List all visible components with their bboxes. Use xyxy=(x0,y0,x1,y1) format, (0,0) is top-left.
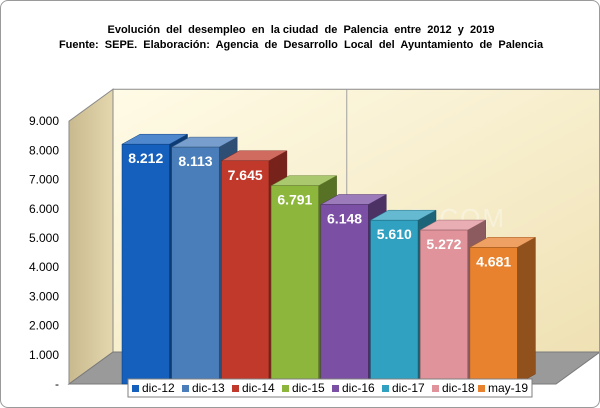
bar-side xyxy=(517,236,536,385)
legend-swatch xyxy=(282,385,289,392)
legend-label: dic-13 xyxy=(192,381,225,395)
y-tick-label: 1.000 xyxy=(29,348,59,362)
chart-title: Evolución del desempleo en la ciudad de … xyxy=(107,24,495,36)
data-label: 6.148 xyxy=(327,210,362,226)
legend-label: dic-15 xyxy=(292,381,325,395)
y-tick-label: 8.000 xyxy=(29,143,59,157)
legend-item: dic-18 xyxy=(432,381,475,395)
data-label: 4.681 xyxy=(476,253,511,269)
y-tick-label: 3.000 xyxy=(29,289,59,303)
legend-item: dic-17 xyxy=(382,381,425,395)
legend-swatch xyxy=(478,385,485,392)
side-wall xyxy=(68,88,114,385)
legend-label: dic-12 xyxy=(142,381,175,395)
bar-front xyxy=(270,185,319,385)
y-tick-label: 2.000 xyxy=(29,319,59,333)
y-tick-label: 6.000 xyxy=(29,202,59,216)
data-label: 7.645 xyxy=(228,167,263,183)
bar-front xyxy=(221,160,270,385)
legend-item: may-19 xyxy=(478,381,528,395)
legend-label: dic-18 xyxy=(442,381,475,395)
legend-label: dic-16 xyxy=(342,381,375,395)
data-label: 6.791 xyxy=(277,192,312,208)
legend-swatch xyxy=(182,385,189,392)
chart-subtitle: Fuente: SEPE. Elaboración: Agencia de De… xyxy=(58,39,544,51)
legend-label: dic-17 xyxy=(392,381,425,395)
legend-swatch xyxy=(332,385,339,392)
y-tick-label: 9.000 xyxy=(29,114,59,128)
legend-item: dic-12 xyxy=(132,381,175,395)
legend-label: may-19 xyxy=(488,381,528,395)
y-tick-label: 5.000 xyxy=(29,231,59,245)
bar-front xyxy=(320,204,369,385)
legend-swatch xyxy=(432,385,439,392)
bar-may-19 xyxy=(468,236,537,385)
legend: dic-12 dic-13 dic-14 dic-15 dic-16 dic-17 dic-… xyxy=(127,378,533,398)
data-label: 8.113 xyxy=(178,153,212,169)
legend-swatch xyxy=(132,385,139,392)
data-label: 8.212 xyxy=(128,150,163,166)
legend-box xyxy=(127,378,533,398)
bar-front xyxy=(419,229,468,385)
bar-front xyxy=(370,219,419,385)
bar-front xyxy=(469,247,518,385)
y-tick-label: 4.000 xyxy=(29,260,59,274)
bar-front xyxy=(121,143,170,385)
legend-item: dic-13 xyxy=(182,381,225,395)
legend-label: dic-14 xyxy=(242,381,275,395)
legend-item: dic-16 xyxy=(332,381,375,395)
data-label: 5.610 xyxy=(377,226,412,242)
legend-swatch xyxy=(382,385,389,392)
legend-swatch xyxy=(232,385,239,392)
bar-front xyxy=(171,146,220,385)
y-tick-label: 7.000 xyxy=(29,173,59,187)
legend-item: dic-15 xyxy=(282,381,325,395)
y-tick-label: - xyxy=(55,377,59,391)
legend-item: dic-14 xyxy=(232,381,275,395)
data-label: 5.272 xyxy=(426,236,461,252)
